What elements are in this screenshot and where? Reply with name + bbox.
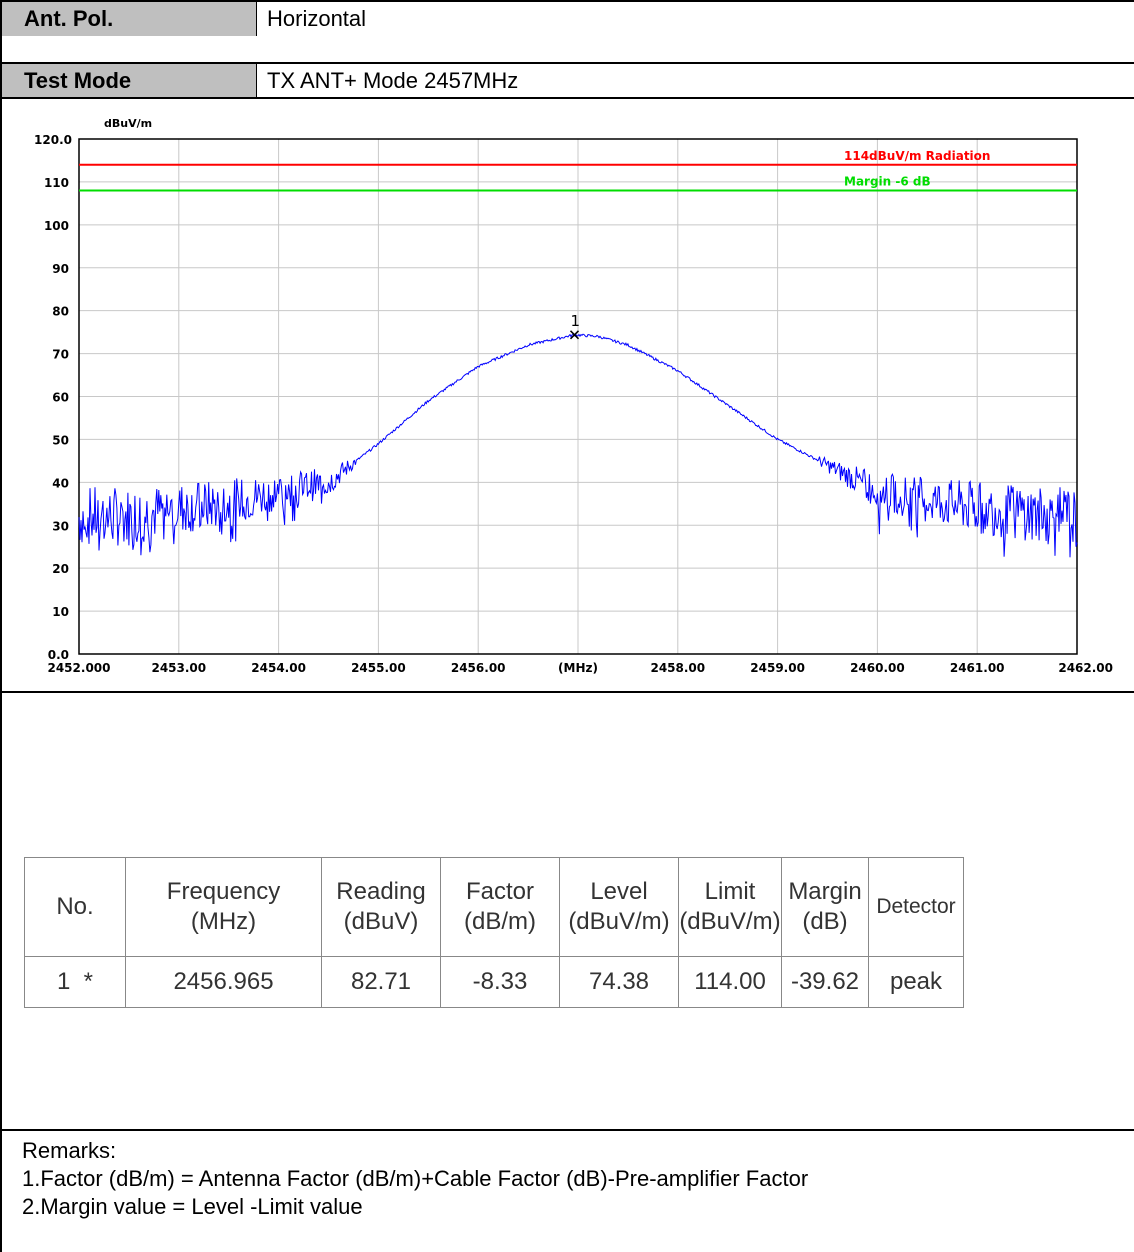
table-header-cell: Factor (dB/m): [440, 857, 560, 957]
table-header-text: Detector: [876, 895, 956, 918]
table-cell: 82.71: [321, 956, 441, 1008]
table-header-cell: Limit (dBuV/m): [678, 857, 782, 957]
table-header-text: (dB): [802, 908, 848, 935]
axis-labels-layer: 0.0 10 20 30 40 50 60 70 80 90 100 110 120.0 dBuV/m 24…: [34, 117, 1113, 675]
table-cell: peak: [868, 956, 964, 1008]
table-header-text: Margin: [788, 878, 862, 905]
x-tick-label: 2452.000: [47, 661, 110, 675]
y-tick-label: 40: [52, 476, 69, 490]
y-tick-label: 110: [44, 176, 69, 190]
y-tick-label: 80: [52, 305, 69, 319]
series-layer: [78, 333, 1078, 558]
table-header-text: No.: [56, 893, 94, 920]
ant-pol-value: Horizontal: [267, 6, 367, 31]
remarks: Remarks: 1.Factor (dB/m) = Antenna Facto…: [22, 1137, 808, 1221]
table-cell: -39.62: [781, 956, 869, 1008]
y-axis-label: dBuV/m: [104, 117, 152, 130]
table-cell: 114.00: [678, 956, 782, 1008]
remarks-separator: [2, 1129, 1134, 1131]
y-tick-label: 70: [52, 348, 69, 362]
x-tick-label: 2453.00: [151, 661, 206, 675]
table-header-row: No. Frequency (MHz) Reading (dBuV) Factor (dB/…: [24, 857, 964, 957]
x-tick-label: 2459.00: [750, 661, 805, 675]
table-header-text: Level: [590, 878, 648, 905]
limit-line-label: 114dBuV/m Radiation: [844, 149, 990, 163]
y-tick-label: 120.0: [34, 133, 72, 147]
x-tick-label: 2458.00: [650, 661, 705, 675]
table-header-cell: Detector: [868, 857, 964, 957]
table-cell: 2456.965: [125, 956, 322, 1008]
y-tick-label: 30: [52, 519, 69, 533]
table-cell: -8.33: [440, 956, 560, 1008]
y-tick-label: 50: [52, 433, 69, 447]
trace-line: [78, 333, 1078, 558]
ant-pol-row: Ant. Pol. Horizontal: [2, 0, 1134, 36]
table-header-cell: Frequency (MHz): [125, 857, 322, 957]
table-cell: 74.38: [559, 956, 679, 1008]
spectrum-chart: 114dBuV/m Radiation Margin -6 dB 1 0.0 10 2…: [34, 117, 1113, 675]
table-header-text: (dBuV): [343, 908, 419, 935]
x-tick-label: 2460.00: [850, 661, 905, 675]
x-tick-label: (MHz): [558, 661, 598, 675]
limit-lines-layer: 114dBuV/m Radiation Margin -6 dB: [79, 149, 1077, 192]
grid-layer: [78, 138, 1078, 655]
header-separator: [2, 97, 1134, 99]
marker-label: 1: [571, 312, 581, 330]
x-tick-label: 2456.00: [451, 661, 506, 675]
table-header-text: Reading: [336, 878, 426, 905]
y-tick-label: 10: [52, 605, 69, 619]
table-row: 1 * 2456.965 82.71 -8.33 74.38 114.00 -39.62 pe…: [24, 956, 964, 1008]
x-tick-label: 2461.00: [950, 661, 1005, 675]
plot-border: [78, 138, 1078, 655]
results-table: No. Frequency (MHz) Reading (dBuV) Factor (dB/…: [24, 857, 964, 1008]
table-header-cell: No.: [24, 857, 126, 957]
y-tick-label: 0.0: [48, 648, 69, 662]
table-header-text: (dB/m): [464, 908, 536, 935]
table-header-cell: Margin (dB): [781, 857, 869, 957]
table-body: 1 * 2456.965 82.71 -8.33 74.38 114.00 -39.62 pe…: [24, 956, 964, 1008]
x-tick-label: 2455.00: [351, 661, 406, 675]
table-header-cell: Reading (dBuV): [321, 857, 441, 957]
ant-pol-label: Ant. Pol.: [2, 2, 257, 36]
y-tick-label: 90: [52, 262, 69, 276]
y-tick-label: 20: [52, 562, 69, 576]
chart-separator: [2, 691, 1134, 693]
test-mode-row: Test Mode TX ANT+ Mode 2457MHz: [2, 62, 1134, 98]
table-header-text: Frequency: [166, 878, 281, 905]
table-header-text: (dBuV/m): [679, 908, 781, 935]
remarks-title: Remarks:: [22, 1138, 117, 1163]
remarks-line-2: 2.Margin value = Level -Limit value: [22, 1194, 363, 1219]
table-header-text: (dBuV/m): [568, 908, 670, 935]
table-header-text: Factor: [465, 878, 534, 905]
x-tick-label: 2462.00: [1058, 661, 1113, 675]
table-header-text: (MHz): [190, 908, 257, 935]
y-tick-label: 60: [52, 391, 69, 405]
table-cell: 1 *: [24, 956, 126, 1008]
marker-layer: 1: [569, 312, 581, 340]
y-tick-label: 100: [44, 219, 69, 233]
x-tick-label: 2454.00: [251, 661, 306, 675]
table-header-cell: Level (dBuV/m): [559, 857, 679, 957]
test-mode-value: TX ANT+ Mode 2457MHz: [267, 68, 519, 93]
table-header-text: Limit: [704, 878, 756, 905]
limit-line-label: Margin -6 dB: [844, 175, 931, 189]
test-mode-label: Test Mode: [2, 64, 257, 98]
remarks-line-1: 1.Factor (dB/m) = Antenna Factor (dB/m)+…: [22, 1166, 809, 1191]
marker-cross: [569, 330, 580, 340]
